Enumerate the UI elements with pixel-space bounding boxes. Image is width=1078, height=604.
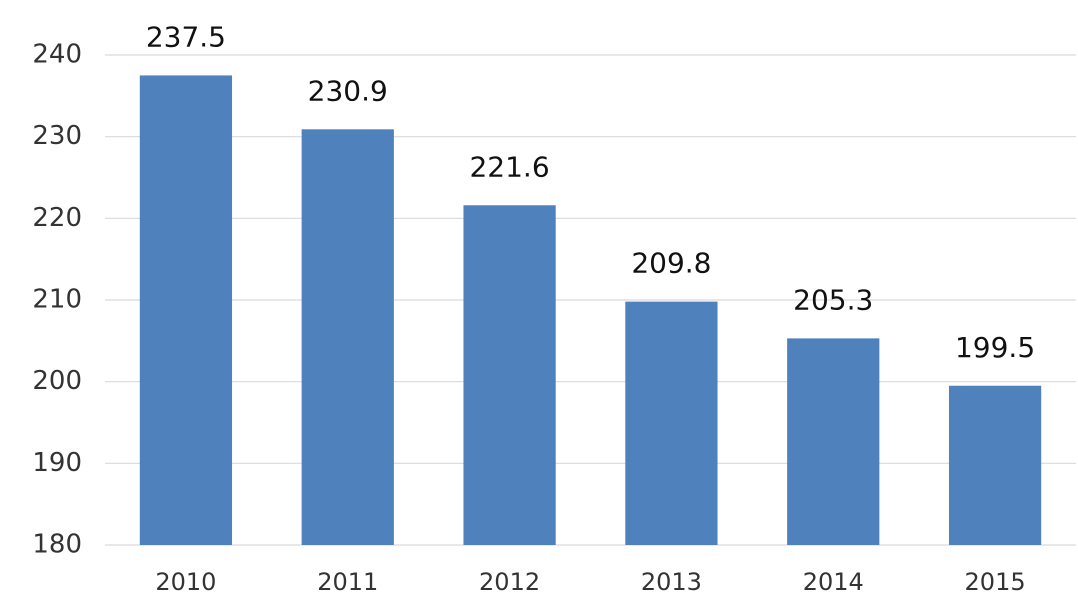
- x-tick-label: 2010: [155, 568, 216, 596]
- value-label: 237.5: [146, 20, 226, 53]
- y-tick-label: 240: [32, 40, 82, 70]
- x-tick-label: 2013: [641, 568, 702, 596]
- value-label: 230.9: [308, 74, 388, 107]
- value-label: 221.6: [469, 150, 549, 183]
- bar: [787, 338, 880, 545]
- bar: [463, 205, 556, 545]
- x-tick-label: 2012: [479, 568, 540, 596]
- x-tick-label: 2015: [965, 568, 1026, 596]
- y-tick-label: 230: [32, 121, 82, 151]
- bar: [301, 129, 394, 546]
- y-tick-label: 200: [32, 366, 82, 396]
- bar: [139, 75, 233, 546]
- y-tick-label: 180: [32, 530, 82, 560]
- y-tick-label: 190: [32, 448, 82, 478]
- value-label: 209.8: [631, 247, 711, 280]
- bar: [625, 301, 718, 545]
- y-tick-label: 210: [32, 285, 82, 315]
- value-label: 205.3: [793, 283, 873, 316]
- bar: [948, 385, 1042, 545]
- x-tick-label: 2011: [317, 568, 378, 596]
- y-tick-label: 220: [32, 203, 82, 233]
- value-label: 199.5: [955, 331, 1035, 364]
- x-tick-label: 2014: [803, 568, 864, 596]
